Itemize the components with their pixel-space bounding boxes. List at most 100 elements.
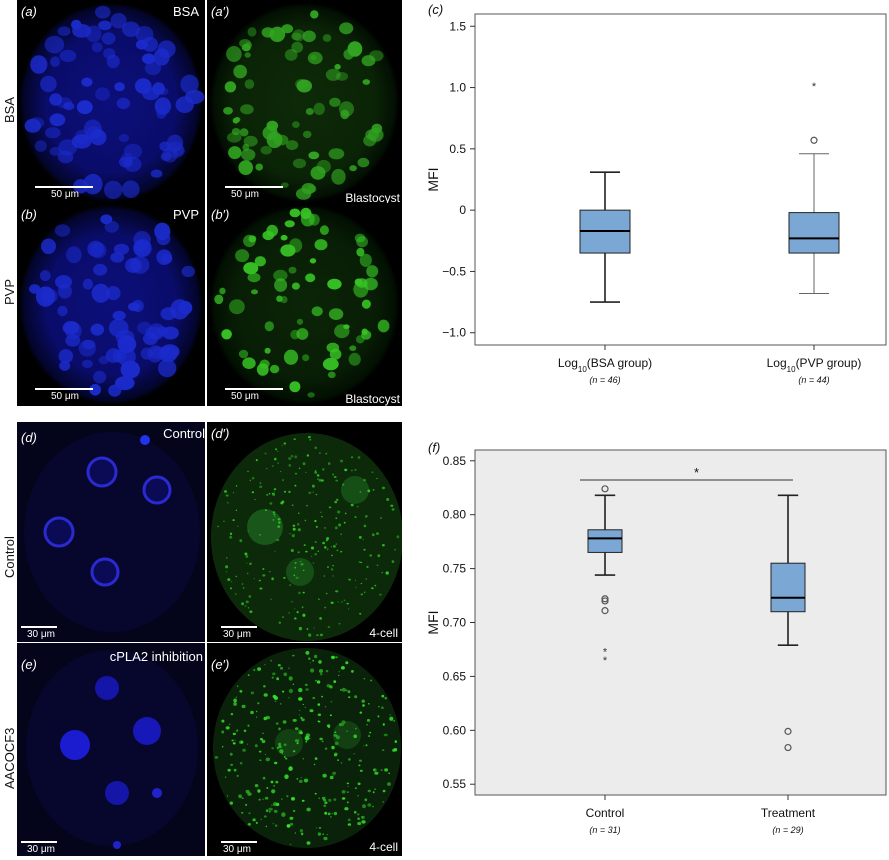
texture-blob [289, 584, 291, 586]
texture-blob [120, 360, 140, 379]
texture-blob [298, 714, 301, 716]
texture-blob [59, 360, 71, 371]
texture-blob [258, 750, 262, 753]
texture-blob [294, 739, 300, 743]
texture-blob [394, 549, 396, 551]
texture-blob [225, 494, 229, 497]
texture-blob [308, 491, 312, 494]
texture-blob [385, 571, 389, 575]
texture-blob [239, 539, 243, 543]
texture-blob [242, 357, 256, 369]
panel-f-label: (f) [428, 440, 441, 455]
texture-blob [328, 506, 332, 509]
texture-blob [289, 822, 294, 826]
texture-blob [334, 731, 337, 734]
texture-blob [264, 347, 271, 354]
texture-blob [291, 601, 293, 603]
x-n-label: (n = 29) [772, 825, 803, 835]
texture-blob [91, 42, 103, 53]
panel-tag: (b) [21, 207, 37, 222]
texture-blob [247, 823, 251, 826]
texture-blob [285, 757, 288, 760]
texture-blob [324, 747, 328, 750]
box-1 [579, 171, 631, 303]
texture-blob [245, 555, 249, 558]
texture-blob [333, 734, 338, 737]
texture-blob [41, 238, 56, 255]
texture-blob [298, 779, 303, 783]
nuclei-image [26, 650, 198, 849]
texture-blob [263, 685, 266, 688]
texture-blob [292, 158, 307, 169]
texture-blob [344, 512, 347, 515]
texture-blob [319, 617, 322, 620]
texture-blob [333, 680, 337, 683]
texture-blob [297, 528, 301, 532]
texture-blob [328, 148, 345, 160]
texture-blob [351, 469, 353, 472]
texture-blob [125, 258, 142, 273]
texture-blob [281, 182, 289, 188]
texture-blob [394, 740, 397, 743]
texture-blob [148, 323, 165, 340]
texture-blob [325, 669, 329, 673]
texture-blob [345, 661, 349, 665]
scale-bar [225, 388, 283, 390]
texture-blob [264, 754, 267, 755]
texture-blob [291, 504, 294, 506]
texture-blob [273, 488, 277, 491]
texture-blob [221, 730, 225, 734]
texture-blob [318, 797, 320, 799]
texture-blob [35, 286, 56, 307]
texture-blob [236, 775, 239, 777]
texture-blob [376, 564, 379, 567]
texture-blob [292, 654, 295, 657]
texture-blob [329, 685, 333, 689]
texture-blob [259, 359, 270, 369]
texture-blob [305, 741, 308, 743]
texture-blob [181, 265, 195, 278]
texture-blob [305, 108, 314, 115]
texture-blob [377, 319, 390, 333]
texture-blob [91, 283, 111, 303]
texture-blob [299, 829, 304, 833]
texture-blob [319, 633, 323, 637]
texture-blob [330, 816, 332, 818]
texture-blob [295, 576, 299, 579]
texture-blob [278, 745, 282, 749]
texture-blob [277, 462, 279, 464]
texture-blob [271, 492, 274, 495]
texture-blob [254, 784, 259, 788]
texture-blob [233, 64, 247, 79]
texture-blob [306, 628, 309, 630]
texture-blob [229, 532, 233, 535]
texture-blob [244, 552, 248, 556]
texture-blob [371, 471, 374, 473]
texture-blob [241, 797, 244, 799]
texture-blob [349, 165, 357, 172]
texture-blob [154, 222, 171, 241]
texture-blob [264, 452, 267, 455]
x-n-label: (n = 46) [589, 375, 620, 385]
texture-blob [344, 468, 348, 472]
texture-blob [351, 670, 354, 673]
texture-blob [257, 789, 261, 793]
texture-blob [65, 322, 82, 340]
texture-blob [378, 706, 380, 708]
iqr-box [770, 562, 806, 613]
texture-blob [244, 52, 251, 58]
texture-blob [361, 299, 371, 309]
texture-blob [288, 676, 293, 681]
texture-blob [381, 706, 384, 710]
texture-blob [347, 823, 352, 826]
texture-blob [277, 518, 281, 521]
texture-blob [318, 478, 322, 482]
texture-blob [255, 710, 258, 713]
texture-blob [85, 25, 102, 43]
texture-blob [317, 550, 320, 552]
texture-blob [45, 127, 61, 139]
stage-label: 4-cell [369, 626, 398, 640]
texture-blob [276, 538, 280, 542]
texture-blob [322, 773, 327, 778]
texture-blob [327, 812, 331, 816]
